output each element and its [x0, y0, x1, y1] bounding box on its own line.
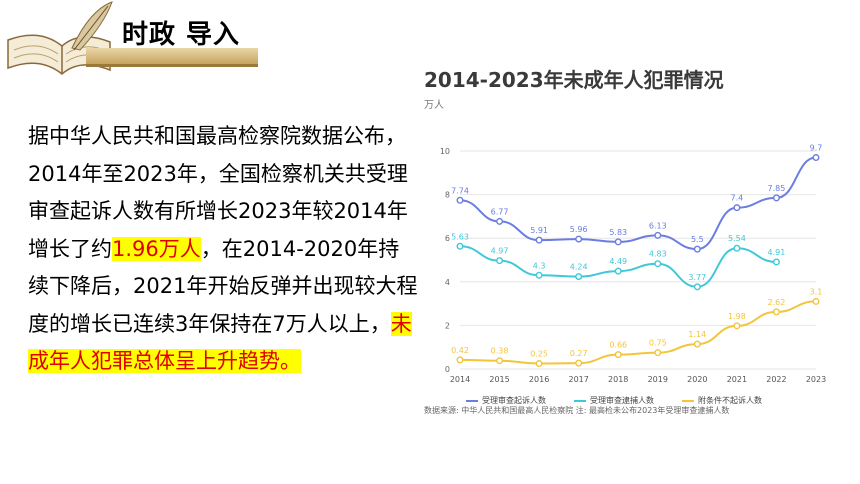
legend-item-prosecution: 受理审查起诉人数	[466, 395, 546, 406]
data-point	[693, 340, 701, 348]
x-tick-label: 2023	[806, 375, 826, 384]
data-label: 0.66	[609, 341, 627, 350]
data-label: 5.96	[570, 225, 588, 234]
data-point	[812, 297, 820, 305]
data-label: 0.25	[530, 350, 548, 359]
data-label: 5.5	[691, 235, 704, 244]
data-label: 4.24	[570, 263, 588, 272]
x-tick-label: 2016	[529, 375, 549, 384]
data-point	[614, 238, 622, 246]
header-banner	[7, 1, 258, 75]
x-tick-label: 2020	[687, 375, 707, 384]
highlight-figure: 1.96万人	[112, 236, 201, 261]
data-label: 1.14	[688, 330, 706, 339]
y-tick-label: 8	[445, 191, 450, 200]
legend-label: 附条件不起诉人数	[698, 396, 762, 405]
data-label: 0.38	[491, 347, 509, 356]
legend-label: 受理审查逮捕人数	[590, 396, 654, 405]
data-point	[733, 244, 741, 252]
data-label: 4.49	[609, 257, 627, 266]
data-point	[614, 267, 622, 275]
paragraph-part-1: 据中华人民共和国最高检察院数据公布，2014年至2023年，全国检察机关共受理审…	[28, 124, 408, 261]
data-label: 3.1	[810, 287, 823, 296]
data-point	[812, 154, 820, 162]
series-line	[459, 300, 817, 365]
data-label: 4.3	[533, 261, 546, 270]
data-point	[693, 245, 701, 253]
data-label: 5.91	[530, 226, 548, 235]
data-point	[733, 204, 741, 212]
x-tick-label: 2021	[727, 375, 747, 384]
data-point	[733, 322, 741, 330]
data-point	[575, 235, 583, 243]
intro-paragraph: 据中华人民共和国最高检察院数据公布，2014年至2023年，全国检察机关共受理审…	[28, 118, 418, 381]
data-point	[496, 357, 504, 365]
data-point	[772, 308, 780, 316]
data-point	[693, 283, 701, 291]
data-label: 5.83	[609, 228, 627, 237]
y-tick-label: 2	[445, 321, 450, 330]
data-label: 7.4	[731, 194, 744, 203]
chart-title: 2014-2023年未成年人犯罪情况	[424, 68, 724, 92]
data-label: 6.77	[491, 207, 509, 216]
legend-item-arrest: 受理审查逮捕人数	[574, 395, 654, 406]
data-label: 3.77	[688, 273, 706, 282]
page-title: 时政 导入	[122, 20, 241, 50]
series-line	[459, 156, 817, 251]
line-chart: 0 2 4 6 8 10 2014 2015 2016 2017 2018 2019 2020 2021 2…	[440, 144, 826, 384]
legend-label: 受理审查起诉人数	[482, 396, 546, 405]
data-label: 4.97	[491, 247, 509, 256]
data-label: 0.42	[451, 346, 469, 355]
x-tick-label: 2018	[608, 375, 628, 384]
data-point	[614, 351, 622, 359]
data-point	[456, 242, 464, 250]
data-point	[535, 360, 543, 368]
data-point	[535, 236, 543, 244]
legend-swatch	[682, 399, 694, 402]
data-label: 7.85	[768, 184, 786, 193]
y-tick-label: 6	[445, 234, 450, 243]
data-point	[456, 196, 464, 204]
data-point	[772, 194, 780, 202]
legend-swatch	[466, 399, 478, 402]
paragraph-part-2: ，在2014-2020年持续下降后，2021年开始反弹并出现较大程度的增长已连续…	[28, 236, 418, 336]
title-bar	[86, 48, 258, 64]
data-point	[456, 356, 464, 364]
data-point	[654, 349, 662, 357]
legend-swatch	[574, 399, 586, 402]
legend-item-conditional: 附条件不起诉人数	[682, 395, 762, 406]
data-label: 4.91	[768, 248, 786, 257]
data-source-note: 数据来源: 中华人民共和国最高人民检察院 注: 最高检未公布2023年受理审查逮…	[424, 406, 730, 415]
y-tick-label: 0	[445, 365, 450, 374]
data-label: 5.63	[451, 232, 469, 241]
data-label: 0.75	[649, 339, 667, 348]
chart-legend: 受理审查起诉人数 受理审查逮捕人数 附条件不起诉人数	[466, 395, 762, 406]
y-tick-label: 4	[445, 278, 450, 287]
data-point	[654, 231, 662, 239]
data-label: 1.98	[728, 312, 746, 321]
data-point	[496, 217, 504, 225]
data-point	[654, 260, 662, 268]
data-label: 7.74	[451, 186, 469, 195]
data-label: 0.27	[570, 349, 588, 358]
data-point	[575, 273, 583, 281]
x-tick-label: 2017	[568, 375, 588, 384]
data-point	[575, 359, 583, 367]
x-tick-label: 2022	[766, 375, 786, 384]
quill-icon	[71, 1, 113, 51]
x-tick-label: 2015	[489, 375, 509, 384]
y-tick-label: 10	[440, 147, 450, 156]
x-tick-label: 2014	[450, 375, 470, 384]
data-label: 4.83	[649, 250, 667, 259]
data-label: 6.13	[649, 221, 667, 230]
x-tick-label: 2019	[648, 375, 668, 384]
data-label: 9.7	[810, 144, 823, 153]
data-point	[772, 258, 780, 266]
y-unit-label: 万人	[424, 100, 444, 111]
data-label: 5.54	[728, 234, 746, 243]
data-point	[535, 271, 543, 279]
data-point	[496, 257, 504, 265]
data-label: 2.62	[768, 298, 786, 307]
